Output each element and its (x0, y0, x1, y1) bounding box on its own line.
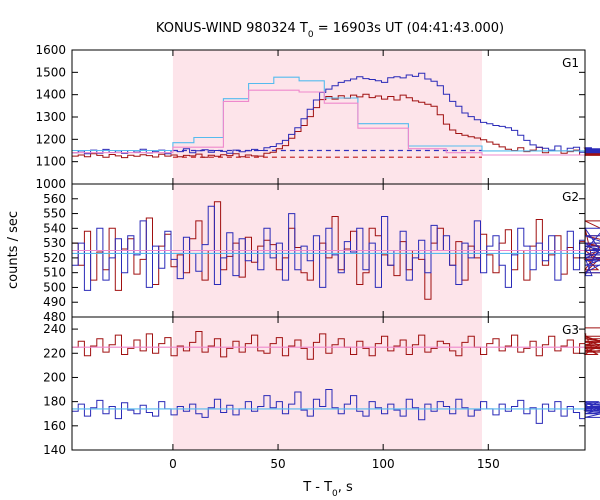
x-tick-label: 0 (169, 457, 177, 471)
chart-title: KONUS-WIND 980324 T0 = 16903s UT (04:41:… (156, 21, 504, 40)
y-tick-label: 500 (43, 280, 66, 294)
source-interval-shade (172, 50, 482, 184)
x-tick-label: 50 (270, 457, 285, 471)
series-red-steps (72, 93, 600, 159)
series-blue-steps (72, 389, 600, 424)
y-tick-label: 1300 (35, 110, 66, 124)
y-tick-label: 1400 (35, 88, 66, 102)
y-tick-label: 510 (43, 266, 66, 280)
panel-g1: 1000 1100 1200 1300 1400 1500 1600 G1 (35, 43, 600, 191)
y-tick-label: 1500 (35, 65, 66, 79)
y-tick-label: 1600 (35, 43, 66, 57)
y-tick-label: 140 (43, 443, 66, 457)
fit-cyan-steps (72, 76, 585, 152)
title-subscript: 0 (308, 30, 314, 40)
panel-label: G3 (562, 323, 579, 337)
panel-frame (71, 316, 586, 451)
panel-label: G1 (562, 56, 579, 70)
title-rest: = 16903s UT (04:41:43.000) (314, 21, 504, 36)
fit-pink-steps (72, 89, 585, 156)
series-blue-steps (72, 205, 600, 291)
series-red-steps (72, 201, 600, 300)
y-tick-label: 490 (43, 295, 66, 309)
x-tick-label: 150 (477, 457, 500, 471)
y-tick-label: 1200 (35, 132, 66, 146)
panel-g3: 140 160 180 200 220 240 0 50 100 150 G3 (43, 316, 600, 471)
source-interval-shade (172, 317, 482, 450)
y-tick-label: 550 (43, 207, 66, 221)
y-tick-label: 560 (43, 192, 66, 206)
y-tick-label: 200 (43, 370, 66, 384)
y-tick-label: 480 (43, 310, 66, 324)
y-tick-label: 530 (43, 236, 66, 250)
y-tick-label: 1100 (35, 155, 66, 169)
y-tick-label: 520 (43, 251, 66, 265)
x-axis-label: T - T0, s (302, 480, 353, 499)
y-tick-label: 180 (43, 395, 66, 409)
xlabel-subscript: 0 (332, 489, 338, 499)
y-tick-label: 160 (43, 419, 66, 433)
y-tick-label: 240 (43, 322, 66, 336)
y-tick-label: 540 (43, 221, 66, 235)
series-red-steps (72, 327, 600, 360)
y-tick-label: 1000 (35, 177, 66, 191)
panel-label: G2 (562, 190, 579, 204)
y-axis-label: counts / sec (6, 211, 21, 289)
xlabel-rest: , s (338, 480, 353, 495)
xlabel-main: T - T (302, 480, 332, 495)
x-tick-label: 100 (372, 457, 395, 471)
plot-layer: 1000110012001300140015001600G14804905005… (35, 43, 600, 471)
title-main: KONUS-WIND 980324 T (156, 21, 308, 36)
y-tick-label: 220 (43, 346, 66, 360)
